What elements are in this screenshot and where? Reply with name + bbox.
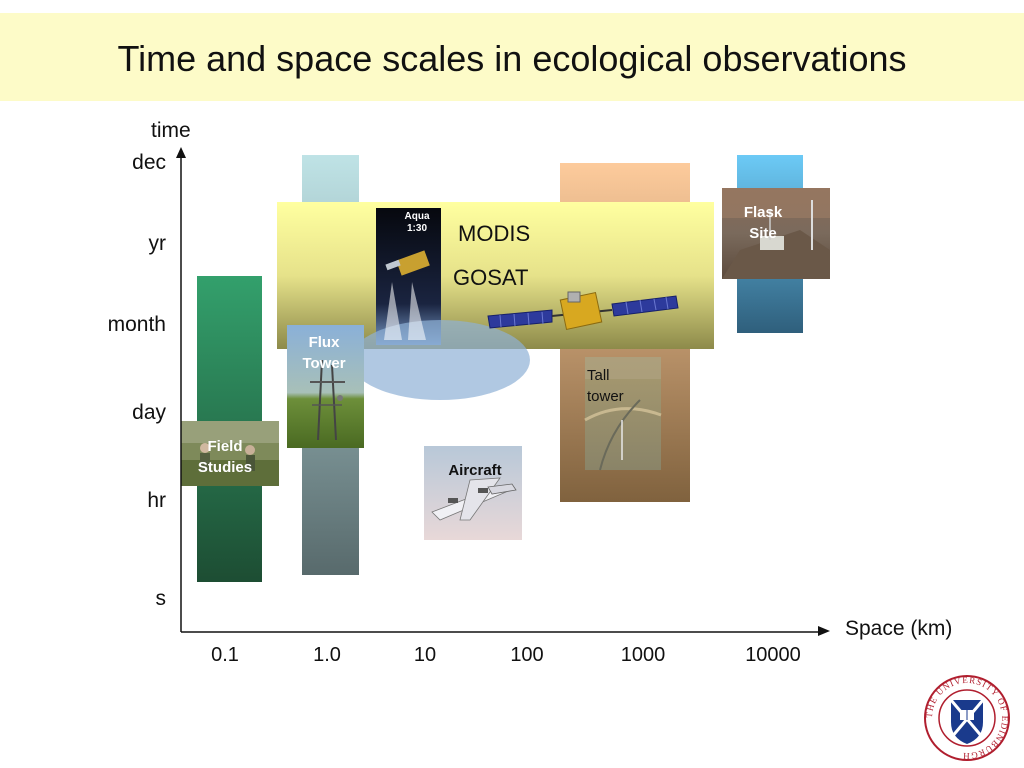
x-tick-0.1: 0.1 (211, 644, 239, 666)
x-tick-10000: 10000 (745, 644, 801, 666)
slide-title: Time and space scales in ecological obse… (117, 38, 907, 79)
x-axis-arrow (818, 626, 830, 636)
university-logo-text: THE UNIVERSITY OF EDINBURGH (924, 675, 1009, 761)
svg-text:THE UNIVERSITY OF EDINBURGH: THE UNIVERSITY OF EDINBURGH (924, 675, 1010, 761)
title-banner (0, 13, 1024, 101)
x-tick-1.0: 1.0 (313, 644, 341, 666)
gosat-satellite-image (487, 291, 679, 331)
y-tick-dec: dec (132, 151, 166, 174)
aqua-satellite-image (350, 208, 530, 400)
y-tick-hr: hr (147, 489, 166, 512)
y-tick-day: day (132, 401, 166, 424)
y-tick-month: month (107, 313, 166, 336)
flask-site-label: Flask Site (743, 204, 783, 242)
y-axis-arrow (176, 147, 186, 158)
y-tick-s: s (155, 587, 167, 610)
field-studies-label: Field Studies (197, 438, 253, 476)
modis-label: MODIS (458, 221, 531, 246)
university-crest-logo (924, 675, 1010, 761)
y-axis-label: time (151, 119, 191, 142)
y-tick-yr: yr (148, 232, 167, 255)
x-tick-10: 10 (413, 644, 437, 666)
tall-tower-photo (584, 357, 662, 471)
aircraft-photo (424, 446, 522, 540)
aqua-label: Aqua 1:30 (404, 211, 430, 234)
flux-tower-label: Flux Tower (302, 334, 346, 372)
x-axis-label: Space (km) (845, 617, 953, 640)
x-tick-1000: 1000 (620, 644, 666, 666)
aircraft-label: Aircraft (448, 462, 502, 479)
x-tick-100: 100 (510, 644, 544, 666)
flask-site-photo (722, 188, 830, 279)
field-studies-photo (181, 421, 279, 486)
gosat-label: GOSAT (453, 265, 529, 290)
flux-tower-photo (287, 325, 364, 448)
tall-tower-label: Tall tower (587, 367, 624, 405)
